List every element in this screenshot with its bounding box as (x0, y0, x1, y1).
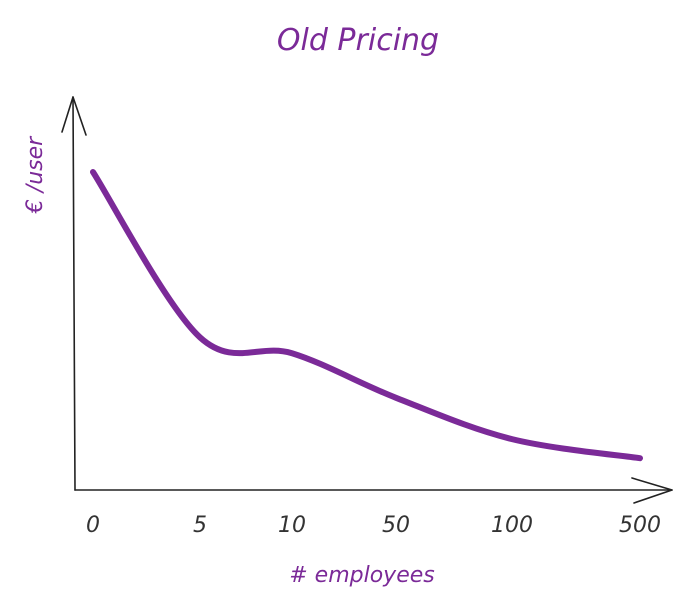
x-tick-label: 10 (278, 513, 306, 538)
x-tick-labels: 0 5 10 50 100 500 (86, 513, 661, 538)
x-tick-label: 100 (491, 513, 533, 538)
y-axis-label: € /user (23, 135, 48, 214)
y-axis-arrowhead (61, 96, 87, 136)
x-tick-label: 5 (193, 513, 207, 538)
chart-title: Old Pricing (277, 23, 439, 58)
series-line (90, 169, 643, 462)
x-axis-label: # employees (289, 563, 434, 588)
y-axis-line (72, 96, 76, 491)
x-tick-label: 500 (619, 513, 661, 538)
y-axis (61, 96, 87, 491)
x-axis (74, 477, 673, 504)
x-tick-label: 50 (382, 513, 410, 538)
data-series (90, 169, 643, 462)
x-axis-arrowhead (631, 477, 673, 504)
x-tick-label: 0 (86, 513, 100, 538)
